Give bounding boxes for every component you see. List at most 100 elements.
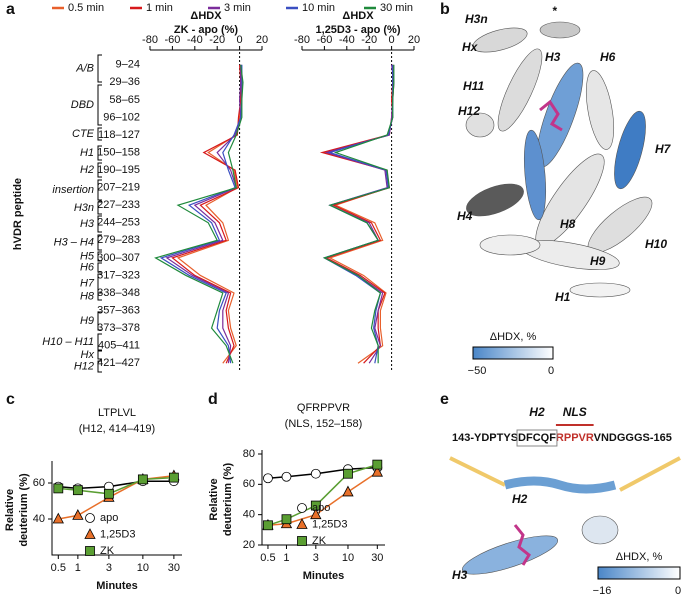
helix-label: H6 <box>600 50 616 64</box>
chart-subtitle: (H12, 414–419) <box>79 423 155 435</box>
marker <box>310 500 321 511</box>
chart-subtitle: (NLS, 152–158) <box>285 418 363 430</box>
x-tick-label: -40 <box>187 34 203 46</box>
domain-label: H3 – H4 <box>54 236 94 248</box>
helix-label: H7 <box>655 142 672 156</box>
y-tick-label: 279–283 <box>97 234 140 246</box>
y-tick-label: 80 <box>243 448 255 460</box>
marker <box>297 536 307 546</box>
marker <box>137 474 148 485</box>
x-tick-label: -60 <box>316 34 332 46</box>
y-tick-label: 373–378 <box>97 322 140 334</box>
domain-bracket <box>97 360 102 373</box>
helix-label: H11 <box>463 79 484 93</box>
marker <box>297 503 307 513</box>
domain-bracket <box>97 333 102 351</box>
colorbar-label: ΔHDX, % <box>490 331 537 343</box>
x-tick-label: -80 <box>294 34 310 46</box>
sequence: 143-YDPTYSDFCQFRPPVRVNDGGGS-165 <box>452 432 672 444</box>
y-tick-label: 29–36 <box>109 76 140 88</box>
y-tick-label: 60 <box>33 477 45 489</box>
x-tick-label: -60 <box>164 34 180 46</box>
panel-label: b <box>440 1 450 18</box>
chart-title: LTPLVL <box>98 407 136 419</box>
y-axis-title: deuterium (%) <box>18 473 30 547</box>
domain-label: H12 <box>74 360 94 372</box>
domain-bracket <box>97 292 102 301</box>
helix-label: Hx <box>462 40 479 54</box>
domain-label: H6 <box>80 261 95 273</box>
chart-title: QFRPPVR <box>297 402 350 414</box>
sequence-part: RPPVR <box>556 432 594 444</box>
x-tick-label: 1 <box>283 552 289 564</box>
panel-label: a <box>6 1 15 18</box>
domain-bracket <box>97 127 102 141</box>
domain-bracket <box>97 162 102 178</box>
marker <box>85 513 95 523</box>
legend-label: apo <box>100 512 118 524</box>
marker <box>52 512 64 524</box>
domain-bracket <box>97 201 102 215</box>
y-tick-label: 60 <box>243 478 255 490</box>
panel-label: d <box>208 391 218 408</box>
marker <box>372 459 383 470</box>
x-tick-label: -40 <box>339 34 355 46</box>
y-axis-title: hVDR peptide <box>12 178 24 250</box>
panel-label: c <box>6 391 15 408</box>
y-tick-label: 96–102 <box>103 111 140 123</box>
domain-label: H3n <box>74 202 94 214</box>
x-tick-label: 0 <box>389 34 395 46</box>
profile-line <box>319 64 394 364</box>
domain-bracket <box>97 145 102 161</box>
helix-label: H10 <box>645 237 667 251</box>
x-tick-label: -80 <box>142 34 158 46</box>
marker <box>310 468 321 479</box>
y-axis-title: Relative <box>208 478 220 520</box>
y-tick-label: 421–427 <box>97 357 140 369</box>
marker <box>85 546 95 556</box>
x-tick-label: 10 <box>342 552 354 564</box>
y-tick-label: 118–127 <box>98 129 140 141</box>
x-tick-label: 20 <box>256 34 268 46</box>
legend-label: apo <box>312 502 330 514</box>
marker <box>281 471 292 482</box>
marker <box>84 528 96 539</box>
sequence-part: 143-YDPTYS <box>452 432 518 444</box>
legend-label: ZK <box>100 545 115 557</box>
domain-label: insertion <box>52 184 94 196</box>
profile-line <box>154 64 244 364</box>
marker <box>103 488 114 499</box>
legend-label: 3 min <box>224 2 251 14</box>
x-tick-label: 0.5 <box>260 552 275 564</box>
y-tick-label: 338–348 <box>97 287 140 299</box>
domain-label: H3 <box>80 218 95 230</box>
colorbar-tick: 0 <box>675 585 681 597</box>
colorbar-tick: −16 <box>593 585 612 597</box>
profile-line <box>322 64 395 364</box>
marker <box>342 485 354 497</box>
y-tick-label: 20 <box>243 539 255 551</box>
panel-label: e <box>440 391 449 408</box>
y-tick-label: 227–233 <box>97 199 140 211</box>
colorbar <box>472 346 554 360</box>
legend-label: 30 min <box>380 2 413 14</box>
sequence-part: VNDGGGS-165 <box>594 432 672 444</box>
axis-title: ΔHDX <box>342 10 374 22</box>
y-tick-label: 40 <box>243 509 255 521</box>
profile-line <box>171 64 242 364</box>
y-tick-label: 40 <box>33 513 45 525</box>
legend-label: 0.5 min <box>68 2 104 14</box>
marker <box>53 483 64 494</box>
legend-label: 10 min <box>302 2 335 14</box>
profile-line <box>322 64 395 364</box>
domain-bracket <box>97 234 102 251</box>
sequence-box <box>516 429 558 447</box>
domain-bracket <box>97 311 102 331</box>
protein-structure <box>449 456 681 575</box>
domain-label: Hx <box>81 349 95 361</box>
marker <box>72 509 84 520</box>
domain-label: H8 <box>80 290 95 302</box>
y-tick-label: 150–158 <box>97 146 140 158</box>
x-tick-label: 10 <box>137 562 149 574</box>
